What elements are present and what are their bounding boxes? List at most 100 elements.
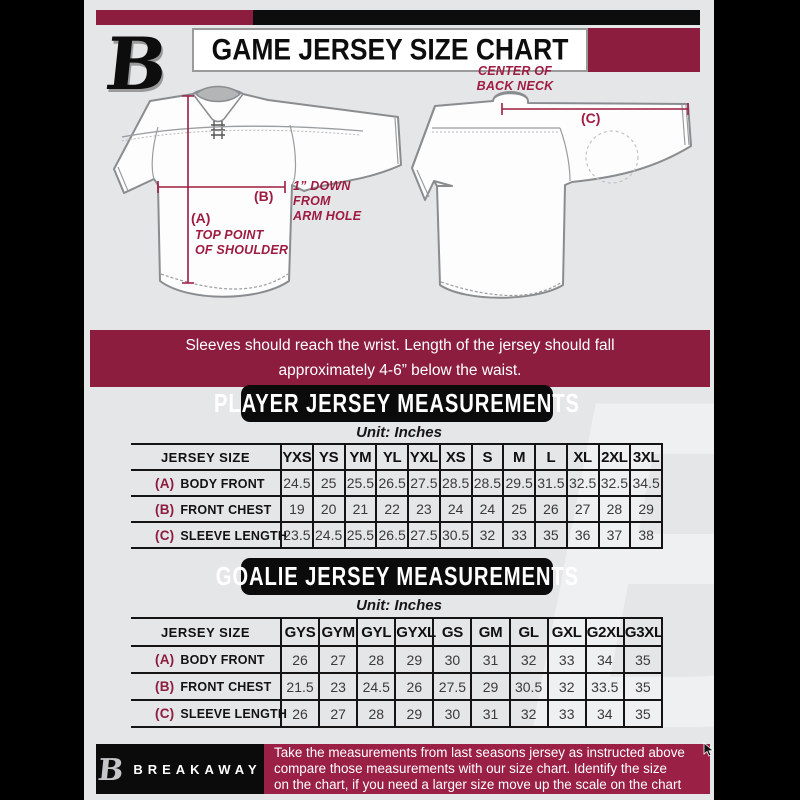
measurement-value-cell: 33 [546, 645, 587, 674]
size-column-header: GYL [356, 617, 397, 647]
measurement-key: (B) [155, 679, 175, 694]
shoulder-caption: TOP POINT OF SHOULDER [195, 228, 289, 257]
measurement-value-cell: 23 [407, 495, 441, 523]
measurement-value-cell: 29 [470, 672, 511, 701]
footer-brand-box: B BREAKAWAY [96, 744, 264, 794]
measurement-value-cell: 29 [394, 645, 435, 674]
measurement-value-cell: 27.5 [407, 469, 441, 497]
measurement-value-cell: 34 [584, 699, 625, 728]
measurement-value-cell: 26.5 [375, 521, 409, 549]
jersey-size-header: JERSEY SIZE [131, 617, 282, 647]
size-column-header: YXL [407, 443, 441, 471]
measurement-value-cell: 32.5 [597, 469, 632, 497]
measurement-value-cell: 37 [597, 521, 632, 549]
measurement-value-cell: 26 [534, 495, 568, 523]
measurement-value-cell: 29 [629, 495, 663, 523]
svg-text:B: B [101, 26, 171, 107]
size-column-header: G2XL [584, 617, 625, 647]
measurement-value-cell: 35 [622, 672, 664, 701]
measurement-value-cell: 28 [356, 645, 397, 674]
size-column-header: XL [565, 443, 600, 471]
measurement-value-cell: 34 [584, 645, 625, 674]
measurement-key: (B) [155, 501, 175, 517]
breakaway-footer-logo-icon: B [98, 753, 124, 786]
measurement-value-cell: 26 [279, 645, 321, 674]
measure-label-a: (A) [191, 210, 211, 226]
size-column-header: YL [375, 443, 409, 471]
measurement-value-cell: 36 [565, 521, 600, 549]
fit-notice-banner: Sleeves should reach the wrist. Length o… [90, 330, 710, 387]
measurement-value-cell: 26 [279, 699, 321, 728]
size-column-header: S [470, 443, 505, 471]
size-column-header: GYM [318, 617, 359, 647]
svg-text:B: B [98, 753, 124, 786]
measurement-value-cell: 24.5 [311, 521, 346, 549]
jersey-front-diagram [113, 85, 402, 298]
size-column-header: M [502, 443, 536, 471]
measurement-value-cell: 34.5 [629, 469, 663, 497]
size-column-header: 2XL [597, 443, 632, 471]
measurement-value-cell: 33.5 [584, 672, 625, 701]
measurement-value-cell: 30.5 [438, 521, 473, 549]
size-column-header: GYXL [394, 617, 436, 647]
measurement-value-cell: 19 [280, 495, 314, 523]
mouse-cursor-icon [703, 742, 715, 757]
measurement-value-cell: 27.5 [432, 672, 473, 701]
measurement-value-cell: 29 [394, 699, 435, 728]
measurement-value-cell: 26 [394, 672, 435, 701]
size-column-header: GS [432, 617, 473, 647]
measurement-value-cell: 30.5 [508, 672, 549, 701]
measurement-value-cell: 27 [318, 699, 359, 728]
measurement-value-cell: 32 [546, 672, 587, 701]
measurement-value-cell: 31 [470, 699, 511, 728]
size-column-header: G3XL [622, 617, 663, 647]
title-accent-block [588, 28, 700, 72]
table-row: (A) BODY FRONT 26 27 28 29 30 31 32 33 34 35 [131, 645, 664, 674]
measurement-key: (C) [155, 527, 175, 543]
measurement-label-cell: (C) SLEEVE LENGTH [131, 699, 287, 728]
measurement-value-cell: 31 [470, 645, 511, 674]
footer-brand-name: BREAKAWAY [133, 761, 262, 777]
measurement-value-cell: 23 [318, 672, 359, 701]
measurement-value-cell: 28 [597, 495, 632, 523]
size-column-header: YXS [280, 443, 314, 471]
measurement-value-cell: 29.5 [502, 469, 536, 497]
measurement-value-cell: 24.5 [280, 469, 314, 497]
measurement-value-cell: 32 [508, 699, 549, 728]
top-accent-bar [96, 10, 700, 25]
content-column: B B B GAME JERSEY SIZE CHART [84, 0, 714, 800]
measurement-value-cell: 26.5 [375, 469, 409, 497]
measurement-value-cell: 24 [438, 495, 473, 523]
measurement-value-cell: 25 [311, 469, 346, 497]
back-neck-caption: CENTER OF BACK NECK [476, 64, 554, 93]
size-column-header: YS [311, 443, 346, 471]
top-accent-bar-maroon [96, 10, 253, 25]
measurement-value-cell: 21.5 [279, 672, 321, 701]
size-column-header: GL [508, 617, 549, 647]
measurement-value-cell: 32.5 [565, 469, 600, 497]
svg-text:B: B [103, 26, 173, 110]
measurement-value-cell: 35 [622, 699, 664, 728]
measurement-value-cell: 24 [470, 495, 505, 523]
goalie-unit-label: Unit: Inches [356, 597, 442, 614]
goalie-section-header: GOALIE JERSEY MEASUREMENTS [215, 558, 578, 595]
breakaway-logo-icon: B B [101, 26, 173, 110]
measurement-label-cell: (B) FRONT CHEST [131, 495, 282, 523]
page-title: GAME JERSEY SIZE CHART [211, 33, 569, 66]
measurement-value-cell: 30 [432, 645, 473, 674]
size-column-header: YM [343, 443, 378, 471]
table-row: (A) BODY FRONT 24.5 25 25.5 26.5 27.5 28.5 28.5 2… [131, 469, 663, 497]
measurement-value-cell: 23.5 [280, 521, 314, 549]
measurement-label-cell: (A) BODY FRONT [131, 469, 282, 497]
measurement-value-cell: 21 [343, 495, 378, 523]
measurement-label-cell: (C) SLEEVE LENGTH [131, 521, 287, 549]
table-header-row: JERSEY SIZE YXS YS YM YL YXL XS S M L XL 2XL 3XL [131, 443, 663, 471]
measurement-value-cell: 25.5 [343, 469, 378, 497]
armhole-caption: 1” DOWN FROM ARM HOLE [293, 179, 362, 223]
measurement-value-cell: 27.5 [407, 521, 441, 549]
page-title-box: GAME JERSEY SIZE CHART [192, 28, 588, 72]
measurement-value-cell: 32 [470, 521, 505, 549]
measurement-value-cell: 25 [502, 495, 536, 523]
measure-label-b: (B) [254, 188, 274, 204]
